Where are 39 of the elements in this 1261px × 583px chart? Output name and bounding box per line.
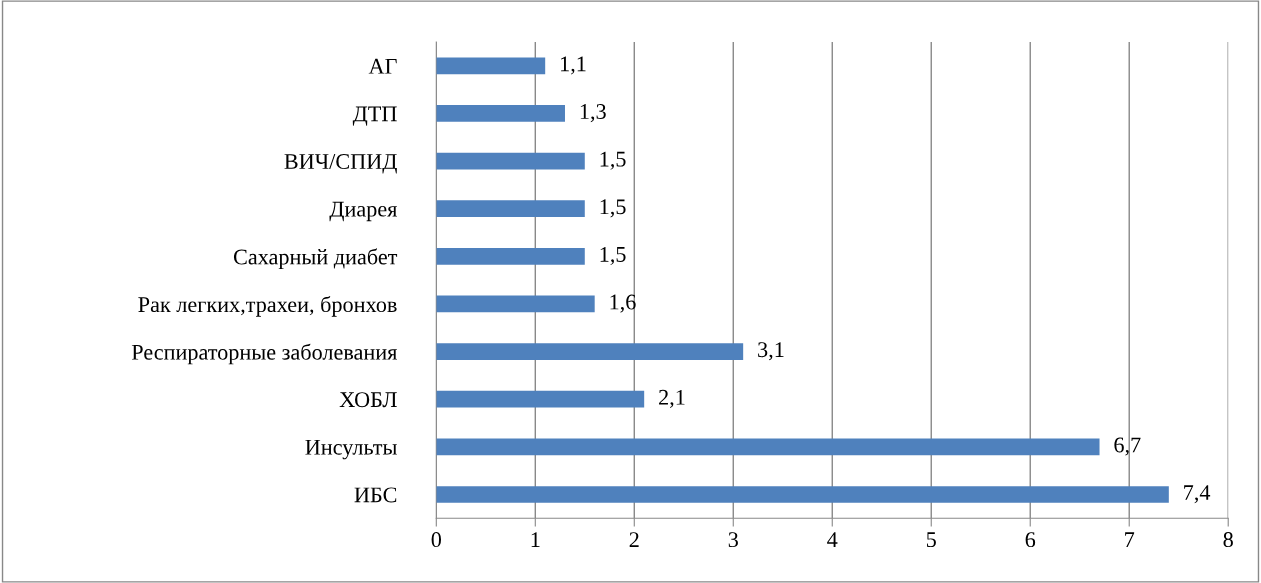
y-tick-label: АГ xyxy=(368,58,397,74)
data-label: 1,5 xyxy=(600,199,626,218)
bar xyxy=(436,105,565,122)
data-label: 2,1 xyxy=(659,389,685,408)
y-tick-label: Инсульты xyxy=(305,439,397,460)
y-tick-label: Респираторные заболевания xyxy=(131,343,398,365)
bar xyxy=(436,486,1169,503)
x-tick-label: 4 xyxy=(827,532,838,547)
x-tick-label: 0 xyxy=(431,532,442,548)
x-tick-label: 1 xyxy=(531,532,540,547)
bar xyxy=(436,57,546,75)
data-label: 1,3 xyxy=(580,104,606,123)
x-tick-label: 5 xyxy=(926,532,936,548)
bar xyxy=(436,295,595,313)
y-tick-label: ИБС xyxy=(354,487,397,503)
bar xyxy=(436,438,1100,456)
data-label: 1,5 xyxy=(600,246,626,266)
bar xyxy=(436,247,585,265)
data-label: 1,1 xyxy=(561,56,586,75)
bar xyxy=(436,152,585,170)
x-tick-label: 7 xyxy=(1125,532,1135,547)
bar xyxy=(436,343,744,360)
x-tick-label: 6 xyxy=(1025,532,1036,548)
y-tick-label: ВИЧ/СПИД xyxy=(284,154,397,174)
data-label: 1,5 xyxy=(600,151,626,170)
x-tick-label: 2 xyxy=(629,532,639,547)
data-label: 3,1 xyxy=(758,342,784,361)
y-tick-label: Рак легких,трахеи, бронхов xyxy=(138,295,397,317)
y-tick-label: Диарея xyxy=(329,201,398,222)
data-label: 7,4 xyxy=(1184,485,1211,504)
y-tick-label: ДТП xyxy=(352,106,397,126)
bar xyxy=(436,200,585,218)
x-tick-label: 3 xyxy=(728,532,738,548)
bar xyxy=(436,390,645,408)
x-tick-label: 8 xyxy=(1223,532,1233,548)
data-label: 1,6 xyxy=(610,294,636,313)
data-label: 6,7 xyxy=(1114,437,1141,456)
y-tick-label: ХОБЛ xyxy=(339,392,397,408)
y-tick-label: Сахарный диабет xyxy=(233,248,398,269)
